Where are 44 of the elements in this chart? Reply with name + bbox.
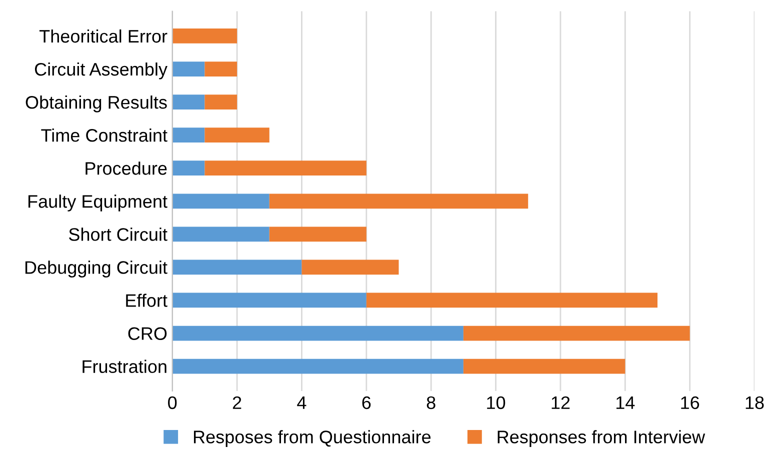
x-tick-label: 18: [746, 396, 764, 410]
y-tick-label: Procedure: [86, 162, 167, 175]
bar: [269, 226, 366, 242]
bar: [172, 94, 205, 110]
x-tick-label: 6: [362, 396, 371, 410]
x-tick-label: 8: [426, 396, 436, 410]
bar: [366, 292, 658, 308]
bar: [204, 62, 238, 76]
bar: [463, 358, 626, 374]
bar: [172, 326, 464, 341]
bar: [172, 194, 270, 209]
y-tick-label: Time Constraint: [41, 128, 168, 142]
y-tick-label: Faulty Equipment: [28, 194, 168, 212]
bar: [172, 260, 302, 275]
x-tick-label: 14: [616, 396, 635, 409]
bar: [172, 292, 366, 308]
y-tick-label: Frustration: [82, 360, 166, 374]
bar: [204, 160, 366, 176]
y-tick-label: Short Circuit: [68, 228, 168, 241]
bar: [204, 128, 270, 143]
bar: [172, 28, 238, 44]
x-tick-label: 16: [681, 396, 700, 410]
bar: [204, 94, 238, 110]
bar: [172, 358, 464, 374]
y-tick-label: CRO: [128, 327, 167, 340]
y-tick-label: Effort: [126, 294, 168, 307]
y-tick-label: Circuit Assembly: [34, 62, 168, 80]
x-tick-label: 2: [232, 396, 242, 409]
legend-label: Responses from Interview: [498, 430, 706, 447]
bar: [302, 260, 399, 275]
y-tick-label: Debugging Circuit: [25, 260, 168, 278]
bar: [172, 62, 205, 76]
x-tick-label: 4: [297, 396, 306, 409]
x-tick-label: 12: [552, 396, 570, 409]
bar: [172, 226, 270, 242]
y-tick-label: Obtaining Results: [26, 96, 167, 112]
x-tick-label: 10: [487, 396, 506, 410]
legend-label: Resposes from Questionnaire: [194, 430, 431, 447]
x-tick-label: 0: [168, 396, 177, 410]
bar: [269, 194, 528, 209]
bar: [172, 160, 205, 176]
bar: [172, 128, 205, 143]
bar: [463, 326, 690, 341]
y-tick-label: Theoritical Error: [39, 29, 168, 43]
